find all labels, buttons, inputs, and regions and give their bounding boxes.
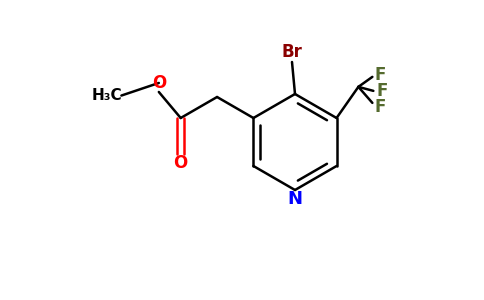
Text: F: F [375,98,386,116]
Text: O: O [174,154,188,172]
Text: N: N [287,190,302,208]
Text: F: F [375,66,386,84]
Text: Br: Br [282,43,302,61]
Text: H₃C: H₃C [92,88,123,103]
Text: F: F [377,82,388,100]
Text: O: O [151,74,166,92]
